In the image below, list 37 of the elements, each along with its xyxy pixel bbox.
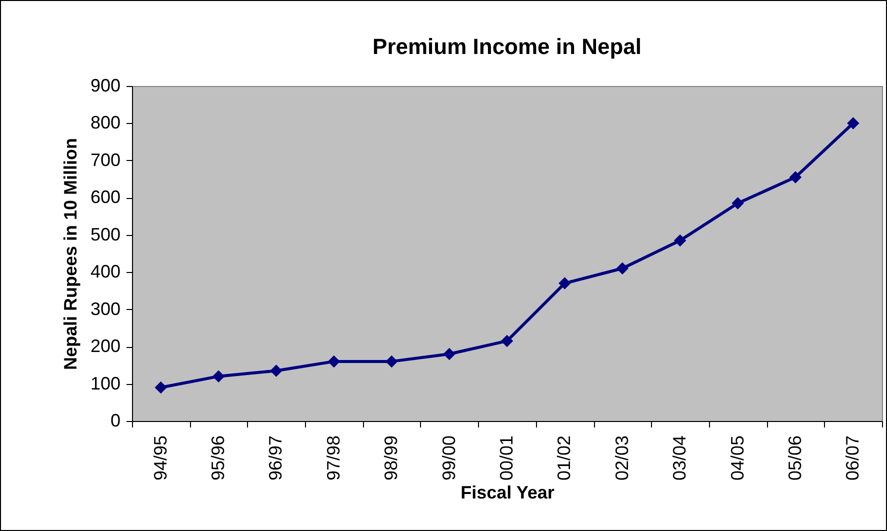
point [443,348,456,360]
x-tick-label: 04/05 [727,436,748,481]
x-tick-label: 99/00 [438,436,459,481]
x-tick-label: 03/04 [670,436,690,481]
x-tick-label: 95/96 [208,436,228,481]
y-tick-label: 900 [90,76,120,96]
y-tick-label: 600 [90,187,120,208]
x-tick-label: 06/07 [842,436,863,481]
x-tick-label: 02/03 [612,436,632,481]
y-tick-label: 400 [90,262,120,282]
point [732,197,744,210]
point [270,364,282,377]
x-tick-label: 98/99 [381,436,402,481]
x-tick-label: 01/02 [554,436,574,481]
x-tick-label: 00/01 [496,436,516,481]
point [616,262,629,275]
y-axis-title: Nepali Rupees in 10 Million [60,138,80,370]
x-tick-label: 05/06 [784,436,805,481]
x-axis-title: Fiscal Year [460,482,554,503]
point [154,381,167,394]
point [212,370,225,382]
point [674,234,686,247]
point [847,117,860,130]
y-tick-label: 0 [110,410,120,430]
y-tick-label: 500 [90,224,120,244]
x-tick-label: 96/97 [266,436,286,481]
y-tick-label: 300 [90,298,120,319]
chart-title: Premium Income in Nepal [372,34,642,59]
x-tick-label: 94/95 [150,436,170,481]
y-tick-label: 200 [90,336,120,356]
point [558,277,571,290]
y-tick-label: 700 [90,150,120,170]
point [500,334,514,348]
y-tick-label: 100 [90,373,120,394]
y-tick-label: 800 [90,112,120,133]
x-tick-label: 97/98 [323,436,344,481]
point [789,171,802,184]
